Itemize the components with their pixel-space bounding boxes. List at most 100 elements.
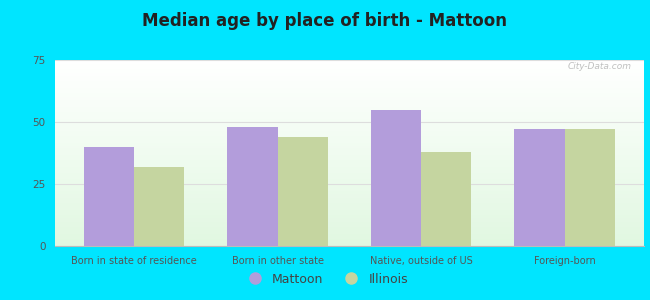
Bar bbox=[55, 118, 644, 119]
Bar bbox=[55, 80, 644, 81]
Bar bbox=[55, 74, 644, 75]
Bar bbox=[55, 154, 644, 155]
Bar bbox=[55, 109, 644, 110]
Bar bbox=[55, 189, 644, 190]
Bar bbox=[55, 155, 644, 156]
Bar bbox=[55, 203, 644, 204]
Bar bbox=[55, 101, 644, 102]
Bar bbox=[55, 187, 644, 188]
Bar bbox=[55, 162, 644, 163]
Bar bbox=[55, 82, 644, 83]
Bar bbox=[55, 84, 644, 85]
Bar bbox=[55, 231, 644, 232]
Bar bbox=[55, 130, 644, 131]
Bar bbox=[55, 102, 644, 103]
Bar bbox=[55, 146, 644, 147]
Bar bbox=[55, 95, 644, 96]
Bar bbox=[55, 91, 644, 92]
Bar bbox=[55, 96, 644, 97]
Bar bbox=[55, 141, 644, 142]
Bar bbox=[55, 120, 644, 122]
Bar bbox=[55, 104, 644, 105]
Bar bbox=[55, 150, 644, 151]
Bar bbox=[55, 138, 644, 139]
Bar bbox=[55, 71, 644, 72]
Bar bbox=[55, 208, 644, 209]
Bar bbox=[55, 242, 644, 243]
Bar bbox=[55, 151, 644, 152]
Bar bbox=[55, 188, 644, 189]
Bar bbox=[55, 112, 644, 113]
Bar bbox=[55, 235, 644, 236]
Bar bbox=[55, 144, 644, 145]
Bar bbox=[55, 131, 644, 132]
Bar bbox=[55, 140, 644, 141]
Bar bbox=[55, 157, 644, 158]
Bar bbox=[55, 75, 644, 76]
Bar bbox=[55, 160, 644, 161]
Bar bbox=[55, 87, 644, 88]
Bar bbox=[55, 68, 644, 69]
Bar bbox=[55, 110, 644, 111]
Bar bbox=[55, 226, 644, 227]
Bar bbox=[278, 137, 328, 246]
Bar bbox=[55, 206, 644, 207]
Bar bbox=[55, 126, 644, 127]
Bar bbox=[55, 236, 644, 237]
Bar bbox=[55, 92, 644, 94]
Bar bbox=[55, 139, 644, 140]
Bar bbox=[55, 216, 644, 217]
Bar bbox=[55, 72, 644, 73]
Bar bbox=[55, 98, 644, 99]
Bar bbox=[55, 184, 644, 185]
Bar bbox=[55, 142, 644, 143]
Bar bbox=[55, 70, 644, 71]
Bar bbox=[55, 129, 644, 130]
Bar bbox=[565, 129, 615, 246]
Bar bbox=[55, 127, 644, 128]
Bar bbox=[55, 66, 644, 67]
Bar bbox=[55, 158, 644, 159]
Bar bbox=[55, 211, 644, 212]
Bar bbox=[55, 192, 644, 193]
Bar bbox=[55, 202, 644, 203]
Bar bbox=[55, 224, 644, 225]
Bar bbox=[55, 212, 644, 214]
Bar bbox=[55, 117, 644, 118]
Bar bbox=[55, 118, 644, 119]
Bar bbox=[55, 243, 644, 244]
Bar bbox=[55, 143, 644, 144]
Bar bbox=[55, 197, 644, 198]
Bar bbox=[55, 180, 644, 181]
Bar bbox=[55, 133, 644, 134]
Bar bbox=[55, 122, 644, 123]
Bar bbox=[55, 204, 644, 205]
Bar bbox=[55, 125, 644, 126]
Bar bbox=[55, 106, 644, 107]
Bar bbox=[55, 214, 644, 215]
Bar bbox=[55, 124, 644, 125]
Bar bbox=[55, 63, 644, 64]
Bar bbox=[55, 193, 644, 194]
Bar bbox=[55, 123, 644, 124]
Bar bbox=[55, 152, 644, 153]
Bar bbox=[55, 94, 644, 95]
Bar bbox=[55, 108, 644, 109]
Bar bbox=[55, 205, 644, 206]
Bar bbox=[55, 232, 644, 233]
Bar bbox=[55, 227, 644, 228]
Bar bbox=[55, 119, 644, 120]
Bar bbox=[55, 100, 644, 101]
Bar bbox=[55, 76, 644, 77]
Bar bbox=[134, 167, 185, 246]
Bar bbox=[55, 169, 644, 170]
Bar bbox=[55, 198, 644, 199]
Bar bbox=[55, 107, 644, 108]
Bar bbox=[55, 167, 644, 168]
Bar bbox=[55, 171, 644, 172]
Bar bbox=[55, 240, 644, 241]
Bar bbox=[55, 165, 644, 166]
Bar bbox=[55, 234, 644, 235]
Bar bbox=[55, 199, 644, 200]
Bar bbox=[55, 181, 644, 182]
